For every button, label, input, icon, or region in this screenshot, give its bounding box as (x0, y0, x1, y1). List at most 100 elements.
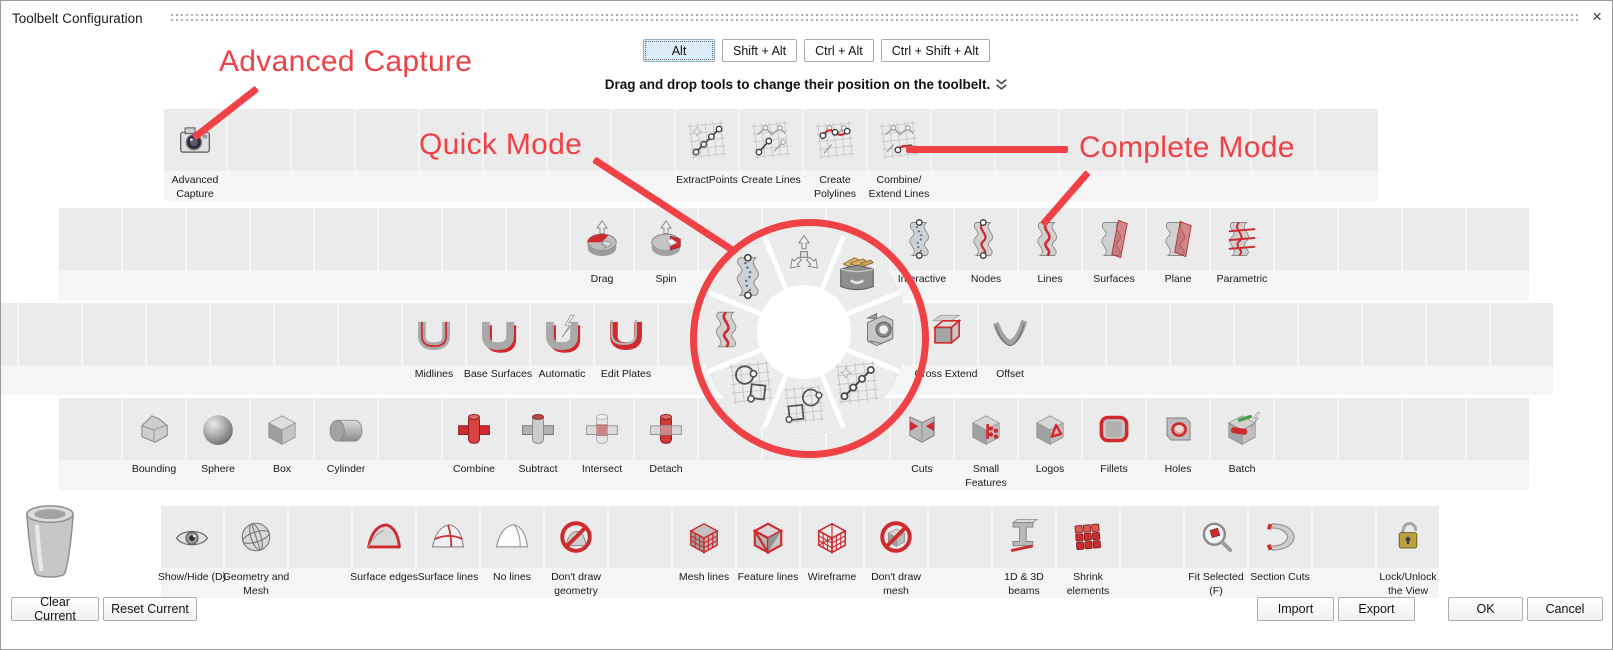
tool-logos[interactable] (1019, 398, 1081, 460)
tool-show-hide[interactable] (161, 506, 223, 568)
empty-tool-slot[interactable] (1403, 398, 1465, 460)
tool-midlines[interactable] (403, 303, 465, 365)
tab-shift-alt[interactable]: Shift + Alt (722, 39, 798, 62)
empty-tool-slot[interactable] (1252, 109, 1314, 171)
tool-bounding[interactable] (123, 398, 185, 460)
empty-tool-slot[interactable] (1, 303, 17, 365)
tool-create-polylines[interactable] (804, 109, 866, 171)
empty-tool-slot[interactable] (1403, 208, 1465, 270)
empty-tool-slot[interactable] (19, 303, 81, 365)
empty-tool-slot[interactable] (1339, 208, 1401, 270)
tool-offset[interactable] (979, 303, 1041, 365)
tool-subtract[interactable] (507, 398, 569, 460)
empty-tool-slot[interactable] (1275, 398, 1337, 460)
tool-beams-1d-3d[interactable] (993, 506, 1055, 568)
empty-tool-slot[interactable] (275, 303, 337, 365)
empty-tool-slot[interactable] (507, 208, 569, 270)
tool-surfaces[interactable] (1083, 208, 1145, 270)
empty-tool-slot[interactable] (1467, 398, 1529, 460)
tool-wireframe[interactable] (801, 506, 863, 568)
empty-tool-slot[interactable] (420, 109, 482, 171)
empty-tool-slot[interactable] (1339, 398, 1401, 460)
tool-small-features[interactable] (955, 398, 1017, 460)
chevron-double-down-icon[interactable] (995, 78, 1008, 91)
drag-handle-dots[interactable] (171, 14, 1580, 22)
empty-tool-slot[interactable] (1124, 109, 1186, 171)
export-button[interactable]: Export (1338, 597, 1415, 621)
tool-geometry-and-mesh[interactable] (225, 506, 287, 568)
empty-tool-slot[interactable] (1363, 303, 1425, 365)
empty-tool-slot[interactable] (1313, 506, 1375, 568)
tool-fillets[interactable] (1083, 398, 1145, 460)
empty-tool-slot[interactable] (251, 208, 313, 270)
empty-tool-slot[interactable] (1299, 303, 1361, 365)
tool-create-lines[interactable] (740, 109, 802, 171)
tool-dont-draw-geometry[interactable] (545, 506, 607, 568)
ok-button[interactable]: OK (1448, 597, 1523, 621)
empty-tool-slot[interactable] (1491, 303, 1553, 365)
tool-plane[interactable] (1147, 208, 1209, 270)
empty-tool-slot[interactable] (1060, 109, 1122, 171)
reset-current-button[interactable]: Reset Current (103, 597, 197, 621)
empty-tool-slot[interactable] (83, 303, 145, 365)
tool-fit-selected[interactable] (1185, 506, 1247, 568)
tool-mesh-lines[interactable] (673, 506, 735, 568)
tool-edit-plates[interactable] (595, 303, 657, 365)
tool-interactive[interactable] (891, 208, 953, 270)
empty-tool-slot[interactable] (59, 208, 121, 270)
close-icon[interactable]: × (1592, 7, 1602, 26)
tab-ctrl-alt[interactable]: Ctrl + Alt (804, 39, 874, 62)
tool-surface-edges[interactable] (353, 506, 415, 568)
tool-combine[interactable] (443, 398, 505, 460)
empty-tool-slot[interactable] (1235, 303, 1297, 365)
tool-feature-lines[interactable] (737, 506, 799, 568)
empty-tool-slot[interactable] (612, 109, 674, 171)
empty-tool-slot[interactable] (1188, 109, 1250, 171)
empty-tool-slot[interactable] (1427, 303, 1489, 365)
tool-section-cuts[interactable] (1249, 506, 1311, 568)
tool-batch[interactable] (1211, 398, 1273, 460)
tool-no-lines[interactable] (481, 506, 543, 568)
tool-lock-unlock-view[interactable] (1377, 506, 1439, 568)
empty-tool-slot[interactable] (484, 109, 546, 171)
empty-tool-slot[interactable] (147, 303, 209, 365)
tool-cylinder[interactable] (315, 398, 377, 460)
trash-icon[interactable] (17, 501, 83, 590)
empty-tool-slot[interactable] (292, 109, 354, 171)
tool-dont-draw-mesh[interactable] (865, 506, 927, 568)
clear-current-button[interactable]: Clear Current (11, 595, 99, 623)
tool-sphere[interactable] (187, 398, 249, 460)
empty-tool-slot[interactable] (443, 208, 505, 270)
empty-tool-slot[interactable] (59, 398, 121, 460)
tool-intersect[interactable] (571, 398, 633, 460)
tool-holes[interactable] (1147, 398, 1209, 460)
tool-box[interactable] (251, 398, 313, 460)
empty-tool-slot[interactable] (1171, 303, 1233, 365)
empty-tool-slot[interactable] (123, 208, 185, 270)
empty-tool-slot[interactable] (929, 506, 991, 568)
tab-ctrl-shift-alt[interactable]: Ctrl + Shift + Alt (880, 39, 990, 62)
empty-tool-slot[interactable] (379, 398, 441, 460)
empty-tool-slot[interactable] (356, 109, 418, 171)
empty-tool-slot[interactable] (932, 109, 994, 171)
import-button[interactable]: Import (1257, 597, 1334, 621)
empty-tool-slot[interactable] (315, 208, 377, 270)
tab-alt[interactable]: Alt (643, 39, 715, 62)
tool-parametric[interactable] (1211, 208, 1273, 270)
empty-tool-slot[interactable] (228, 109, 290, 171)
empty-tool-slot[interactable] (1467, 208, 1529, 270)
tool-shrink-elements[interactable] (1057, 506, 1119, 568)
tool-detach[interactable] (635, 398, 697, 460)
empty-tool-slot[interactable] (1121, 506, 1183, 568)
empty-tool-slot[interactable] (996, 109, 1058, 171)
empty-tool-slot[interactable] (187, 208, 249, 270)
empty-tool-slot[interactable] (289, 506, 351, 568)
tool-base-surfaces[interactable] (467, 303, 529, 365)
empty-tool-slot[interactable] (339, 303, 401, 365)
empty-tool-slot[interactable] (1316, 109, 1378, 171)
empty-tool-slot[interactable] (1275, 208, 1337, 270)
tool-drag[interactable] (571, 208, 633, 270)
empty-tool-slot[interactable] (609, 506, 671, 568)
empty-tool-slot[interactable] (1043, 303, 1105, 365)
empty-tool-slot[interactable] (211, 303, 273, 365)
